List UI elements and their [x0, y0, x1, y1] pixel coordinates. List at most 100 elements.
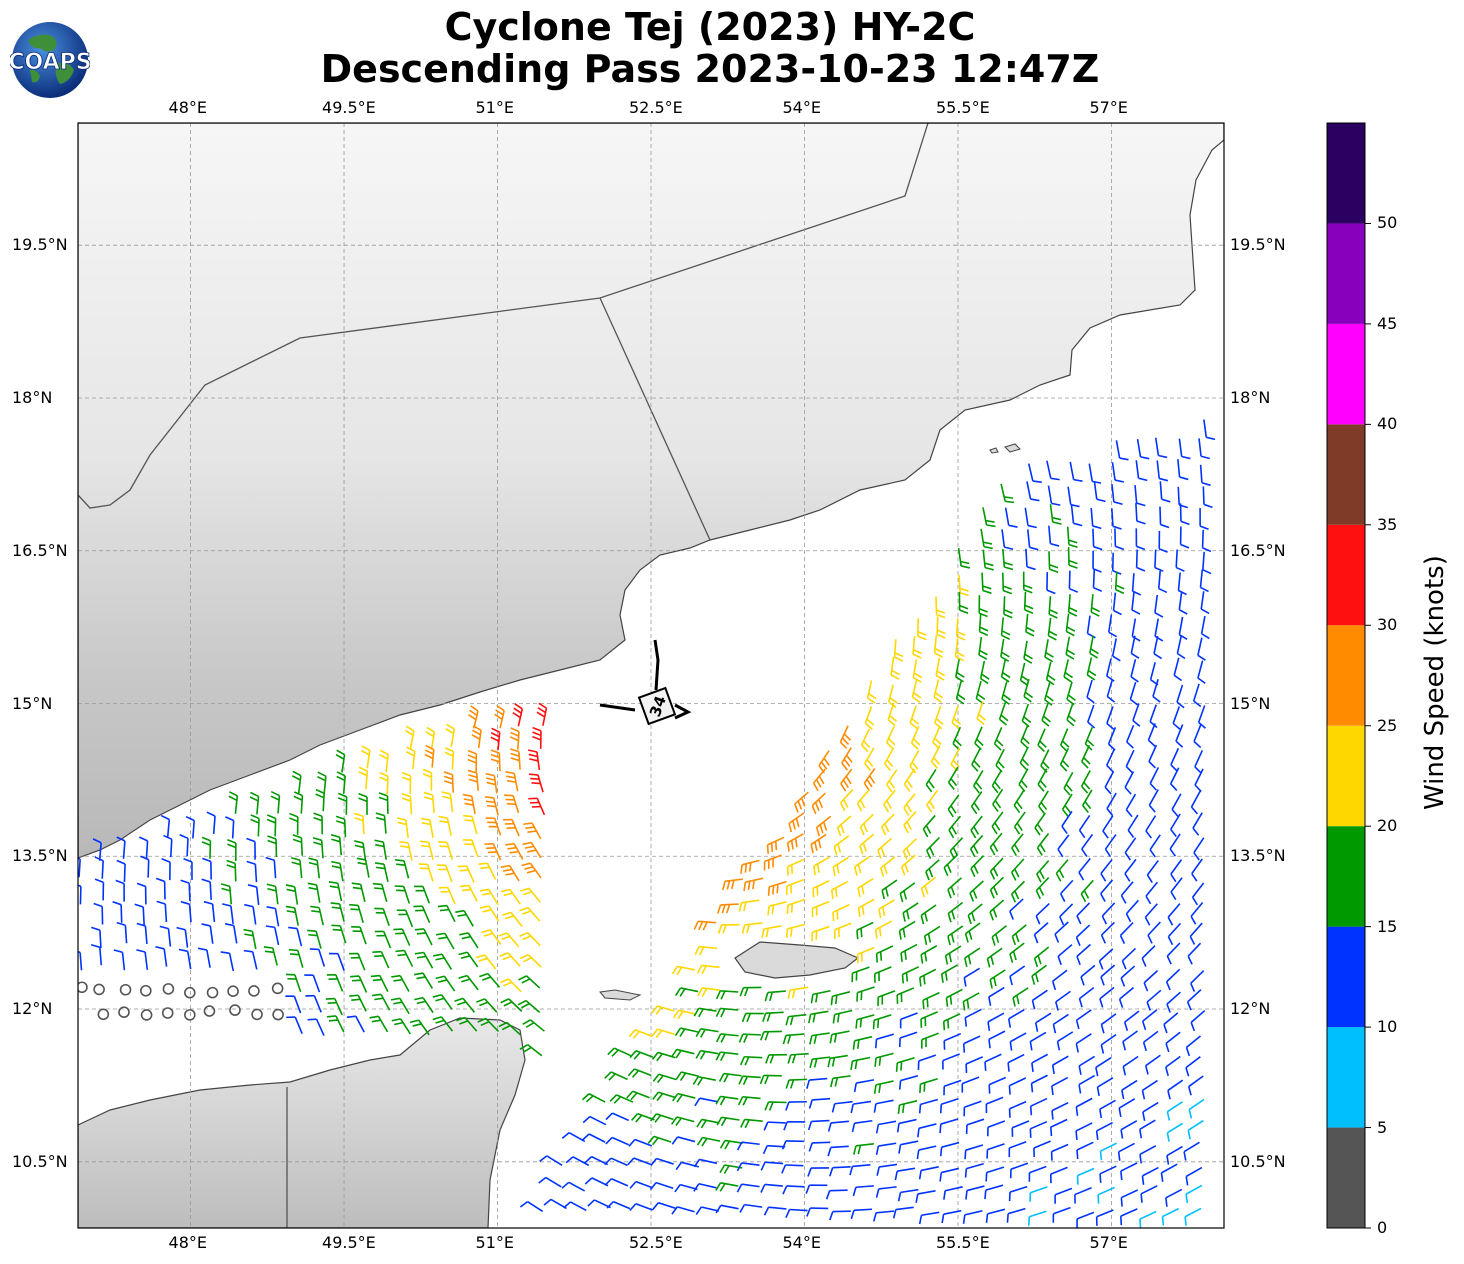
wind-barb: [291, 857, 303, 879]
wind-barb: [917, 618, 927, 641]
wind-barb: [1135, 528, 1146, 551]
wind-barb: [581, 1093, 606, 1103]
wind-barb: [1111, 483, 1123, 505]
wind-barb: [246, 860, 258, 883]
wind-barb: [741, 922, 763, 934]
wind-barb: [766, 836, 785, 854]
wind-barb: [991, 769, 1003, 794]
wind-barb: [852, 1035, 873, 1050]
wind-barb: [97, 1008, 110, 1021]
wind-barb: [1051, 1101, 1069, 1120]
wind-barb: [1107, 614, 1118, 638]
wind-barb: [93, 902, 104, 925]
wind-barb: [850, 1100, 872, 1114]
wind-barb: [647, 1135, 672, 1146]
wind-barb: [763, 1206, 787, 1216]
lon-label: 54°E: [782, 98, 821, 117]
wind-barb: [1002, 572, 1012, 595]
wind-barb: [855, 1014, 875, 1029]
wind-barb: [477, 1017, 500, 1033]
wind-barb: [399, 840, 413, 861]
wind-barb: [1078, 987, 1095, 1008]
colorbar-title: Wind Speed (knots): [1420, 555, 1450, 810]
wind-barb: [509, 748, 521, 770]
wind-barb: [1011, 833, 1024, 857]
wind-barb: [1092, 550, 1102, 573]
wind-barb: [1163, 1012, 1179, 1034]
wind-barb: [539, 1155, 563, 1167]
colorbar-tick-label: 20: [1377, 816, 1398, 836]
wind-barb: [1052, 1206, 1071, 1223]
wind-barb: [1192, 683, 1202, 708]
wind-barb: [785, 1078, 808, 1089]
wind-barb: [494, 704, 505, 729]
wind-barb: [1051, 969, 1068, 991]
wind-barb: [805, 1184, 828, 1194]
wind-barb: [695, 1206, 720, 1215]
wind-barb: [519, 953, 542, 968]
wind-barb: [1096, 1077, 1114, 1097]
wind-barb: [467, 749, 478, 772]
lon-label: 51°E: [475, 98, 514, 117]
wind-barb: [1111, 638, 1121, 662]
wind-barb: [1007, 1008, 1025, 1028]
wind-barb: [518, 975, 541, 989]
wind-barb: [1081, 833, 1094, 857]
wind-barb: [396, 909, 414, 928]
wind-barb: [605, 1112, 630, 1122]
wind-barb: [903, 793, 916, 816]
wind-barb: [965, 1056, 983, 1073]
wind-barb: [1154, 594, 1164, 618]
wind-barb: [856, 946, 875, 964]
wind-barb: [1125, 793, 1137, 818]
wind-barb: [288, 926, 303, 947]
wind-barb: [432, 953, 453, 970]
wind-barb: [628, 1029, 653, 1039]
wind-barb: [424, 744, 435, 768]
wind-barb: [1161, 1207, 1180, 1226]
wind-barb: [942, 1013, 961, 1031]
wind-barb: [984, 1053, 1002, 1071]
wind-barb: [832, 903, 850, 922]
wind-barb: [812, 880, 830, 898]
wind-barb: [920, 945, 938, 964]
wind-barb: [307, 929, 322, 949]
colorbar-segment: [1327, 725, 1365, 827]
wind-barb: [374, 907, 390, 927]
wind-barb: [1046, 460, 1060, 481]
wind-barb: [859, 813, 874, 836]
wind-barb: [923, 925, 941, 946]
lon-label: 55.5°E: [935, 98, 990, 117]
wind-barb: [963, 967, 981, 987]
wind-barb: [1192, 812, 1203, 836]
wind-barb: [840, 768, 853, 792]
wind-barb: [1100, 1013, 1117, 1034]
wind-barb: [337, 792, 348, 815]
colorbar-tick-label: 15: [1377, 916, 1398, 936]
wind-barb: [1004, 507, 1018, 528]
wind-barb: [693, 1182, 717, 1192]
wind-barb: [1061, 810, 1073, 835]
wind-barb: [807, 1119, 830, 1131]
wind-barb: [78, 884, 82, 905]
wind-barb: [140, 984, 152, 997]
wind-barb: [674, 1183, 698, 1193]
wind-barb: [500, 998, 523, 1012]
colorbar-frame: [1326, 122, 1366, 1229]
wind-barb: [827, 1054, 848, 1068]
wind-barb: [1063, 659, 1074, 683]
wind-barb: [919, 968, 937, 987]
wind-barb: [925, 768, 937, 793]
wind-barb: [405, 746, 416, 770]
wind-barb: [921, 1032, 939, 1049]
wind-barb: [739, 1055, 763, 1066]
wind-barb: [886, 769, 898, 793]
wind-barb: [265, 856, 277, 879]
wind-barb: [1009, 1162, 1029, 1179]
wind-barb: [1185, 1035, 1202, 1057]
wind-barb: [1036, 860, 1050, 883]
wind-barb: [864, 747, 875, 771]
wind-barb: [500, 888, 521, 905]
wind-barb: [391, 974, 410, 992]
wind-barb: [1176, 635, 1186, 660]
